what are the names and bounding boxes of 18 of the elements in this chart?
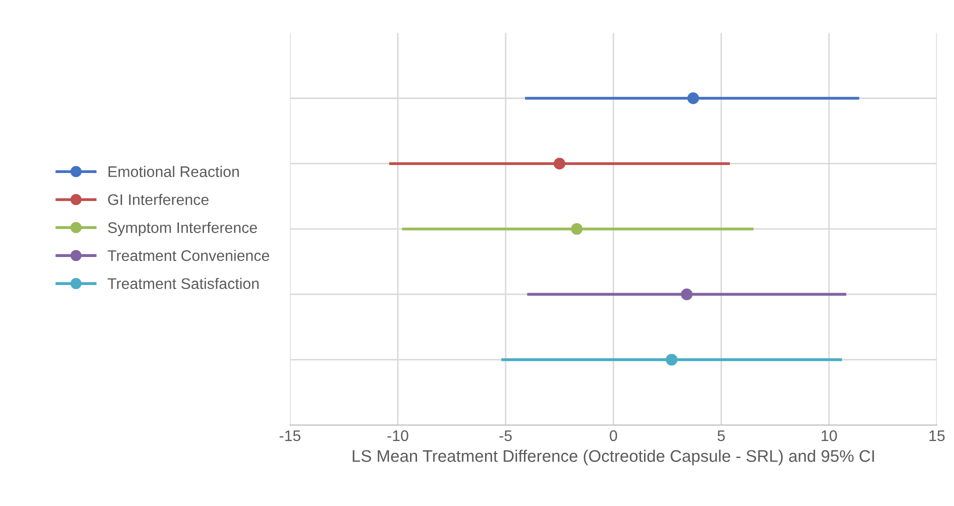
x-axis-title: LS Mean Treatment Difference (Octreotide Capsule - SRL) and 95% CI bbox=[352, 450, 874, 466]
point bbox=[570, 223, 583, 235]
x-tick-label: -5 bbox=[500, 430, 512, 442]
legend-label: GI Interference bbox=[108, 194, 209, 206]
x-tick-label: 5 bbox=[718, 430, 725, 442]
point bbox=[666, 354, 678, 366]
legend-label: Symptom Interference bbox=[108, 222, 257, 236]
x-tick-label: -15 bbox=[280, 430, 300, 442]
legend-label: Emotional Reaction bbox=[108, 166, 239, 178]
point bbox=[687, 92, 700, 104]
x-tick-label: -10 bbox=[387, 430, 408, 442]
x-tick-label: 10 bbox=[822, 430, 837, 442]
point bbox=[680, 288, 693, 300]
x-tick-label: 0 bbox=[610, 430, 618, 442]
legend-label: Treatment Satisfaction bbox=[108, 278, 259, 290]
point bbox=[554, 158, 566, 170]
legend-label: Treatment Convenience bbox=[108, 250, 270, 262]
x-tick-label: 15 bbox=[929, 430, 945, 442]
